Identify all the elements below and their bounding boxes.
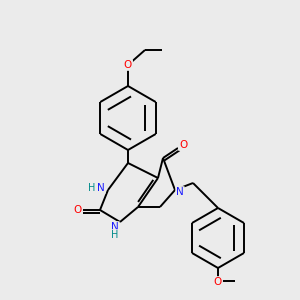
- Text: N: N: [176, 187, 184, 197]
- Text: H: H: [111, 230, 119, 240]
- Text: N: N: [97, 183, 105, 193]
- Text: O: O: [179, 140, 187, 150]
- Text: O: O: [74, 205, 82, 215]
- Text: O: O: [214, 277, 222, 287]
- Text: H: H: [88, 183, 96, 193]
- Text: N: N: [111, 222, 119, 232]
- Text: O: O: [124, 60, 132, 70]
